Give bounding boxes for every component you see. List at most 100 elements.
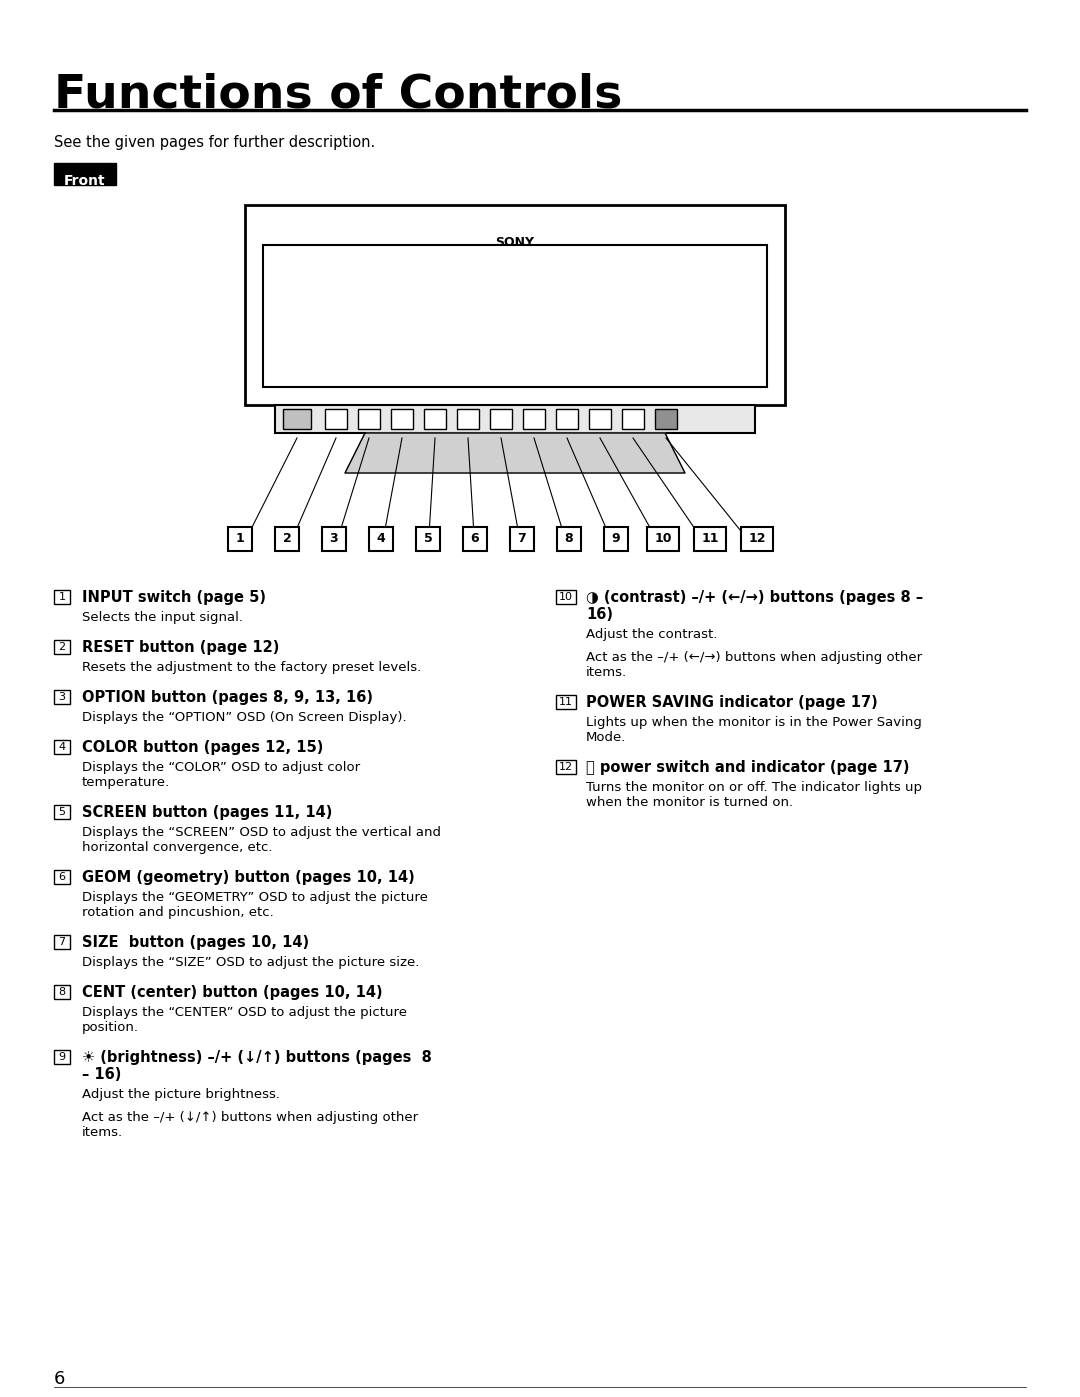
- Bar: [457, 409, 480, 429]
- Text: 10: 10: [559, 592, 573, 602]
- Bar: [54, 985, 70, 999]
- Text: Displays the “SIZE” OSD to adjust the picture size.: Displays the “SIZE” OSD to adjust the pi…: [82, 956, 419, 970]
- Bar: [510, 527, 534, 550]
- Text: when the monitor is turned on.: when the monitor is turned on.: [586, 796, 793, 809]
- Text: Displays the “COLOR” OSD to adjust color: Displays the “COLOR” OSD to adjust color: [82, 761, 360, 774]
- Bar: [54, 590, 70, 604]
- Text: items.: items.: [586, 666, 627, 679]
- Text: Displays the “CENTER” OSD to adjust the picture: Displays the “CENTER” OSD to adjust the …: [82, 1006, 407, 1018]
- Bar: [622, 409, 644, 429]
- Bar: [245, 205, 785, 405]
- FancyBboxPatch shape: [54, 163, 116, 184]
- Text: INPUT switch (page 5): INPUT switch (page 5): [82, 590, 266, 605]
- Text: SCREEN button (pages 11, 14): SCREEN button (pages 11, 14): [82, 805, 333, 820]
- Bar: [647, 527, 679, 550]
- Text: 3: 3: [329, 532, 338, 545]
- Bar: [741, 527, 773, 550]
- Text: 2: 2: [58, 643, 66, 652]
- Text: rotation and pincushion, etc.: rotation and pincushion, etc.: [82, 907, 273, 919]
- Bar: [322, 527, 346, 550]
- Text: GEOM (geometry) button (pages 10, 14): GEOM (geometry) button (pages 10, 14): [82, 870, 415, 886]
- Text: items.: items.: [82, 1126, 123, 1139]
- Text: horizontal convergence, etc.: horizontal convergence, etc.: [82, 841, 272, 854]
- Text: 11: 11: [701, 532, 719, 545]
- Text: 12: 12: [748, 532, 766, 545]
- Bar: [54, 740, 70, 754]
- Text: 9: 9: [58, 1052, 66, 1062]
- Text: 7: 7: [517, 532, 526, 545]
- Text: 8: 8: [565, 532, 573, 545]
- Text: Adjust the picture brightness.: Adjust the picture brightness.: [82, 1088, 280, 1101]
- Bar: [283, 409, 311, 429]
- Text: Displays the “GEOMETRY” OSD to adjust the picture: Displays the “GEOMETRY” OSD to adjust th…: [82, 891, 428, 904]
- Bar: [556, 590, 576, 604]
- Text: 9: 9: [611, 532, 620, 545]
- Bar: [463, 527, 487, 550]
- Text: CENT (center) button (pages 10, 14): CENT (center) button (pages 10, 14): [82, 985, 382, 1000]
- Text: RESET button (page 12): RESET button (page 12): [82, 640, 280, 655]
- Bar: [275, 405, 755, 433]
- Bar: [556, 760, 576, 774]
- Bar: [54, 690, 70, 704]
- Text: 1: 1: [235, 532, 244, 545]
- Text: COLOR button (pages 12, 15): COLOR button (pages 12, 15): [82, 740, 323, 754]
- Bar: [357, 409, 380, 429]
- Text: Resets the adjustment to the factory preset levels.: Resets the adjustment to the factory pre…: [82, 661, 421, 673]
- Bar: [54, 640, 70, 654]
- Text: 10: 10: [654, 532, 672, 545]
- Bar: [416, 527, 440, 550]
- Text: Displays the “OPTION” OSD (On Screen Display).: Displays the “OPTION” OSD (On Screen Dis…: [82, 711, 407, 724]
- Bar: [604, 527, 627, 550]
- Bar: [369, 527, 393, 550]
- Bar: [228, 527, 252, 550]
- Text: 5: 5: [423, 532, 432, 545]
- Text: 12: 12: [559, 761, 573, 773]
- Text: ⏻ power switch and indicator (page 17): ⏻ power switch and indicator (page 17): [586, 760, 909, 775]
- Bar: [589, 409, 611, 429]
- Text: temperature.: temperature.: [82, 775, 171, 789]
- Text: ☀ (brightness) –/+ (↓/↑) buttons (pages  8
– 16): ☀ (brightness) –/+ (↓/↑) buttons (pages …: [82, 1051, 432, 1083]
- Text: See the given pages for further description.: See the given pages for further descript…: [54, 136, 375, 149]
- Text: Act as the –/+ (↓/↑) buttons when adjusting other: Act as the –/+ (↓/↑) buttons when adjust…: [82, 1111, 418, 1125]
- Text: 6: 6: [471, 532, 480, 545]
- Bar: [54, 1051, 70, 1065]
- Text: 7: 7: [58, 937, 66, 947]
- Text: OPTION button (pages 8, 9, 13, 16): OPTION button (pages 8, 9, 13, 16): [82, 690, 373, 705]
- Bar: [264, 244, 767, 387]
- Bar: [275, 527, 299, 550]
- Bar: [523, 409, 545, 429]
- Text: 4: 4: [377, 532, 386, 545]
- Bar: [54, 870, 70, 884]
- Bar: [557, 527, 581, 550]
- Text: 2: 2: [283, 532, 292, 545]
- Text: Lights up when the monitor is in the Power Saving: Lights up when the monitor is in the Pow…: [586, 717, 922, 729]
- Text: 1: 1: [58, 592, 66, 602]
- Bar: [54, 805, 70, 819]
- Text: Adjust the contrast.: Adjust the contrast.: [586, 629, 717, 641]
- Bar: [556, 694, 576, 710]
- Text: Mode.: Mode.: [586, 731, 626, 745]
- Text: Turns the monitor on or off. The indicator lights up: Turns the monitor on or off. The indicat…: [586, 781, 922, 793]
- Text: 4: 4: [58, 742, 66, 752]
- Text: 11: 11: [559, 697, 573, 707]
- Bar: [391, 409, 413, 429]
- Text: 6: 6: [54, 1370, 66, 1389]
- Bar: [424, 409, 446, 429]
- Polygon shape: [345, 433, 685, 474]
- Text: position.: position.: [82, 1021, 139, 1034]
- Bar: [694, 527, 726, 550]
- Bar: [490, 409, 512, 429]
- Text: 8: 8: [58, 988, 66, 997]
- Text: 6: 6: [58, 872, 66, 882]
- Text: Selects the input signal.: Selects the input signal.: [82, 610, 243, 624]
- Text: ◑ (contrast) –/+ (←/→) buttons (pages 8 –
16): ◑ (contrast) –/+ (←/→) buttons (pages 8 …: [586, 590, 923, 623]
- Text: Act as the –/+ (←/→) buttons when adjusting other: Act as the –/+ (←/→) buttons when adjust…: [586, 651, 922, 664]
- Text: Functions of Controls: Functions of Controls: [54, 73, 622, 117]
- Text: 3: 3: [58, 692, 66, 703]
- Bar: [325, 409, 347, 429]
- Bar: [556, 409, 578, 429]
- Text: SONY: SONY: [496, 236, 535, 250]
- Text: SIZE  button (pages 10, 14): SIZE button (pages 10, 14): [82, 935, 309, 950]
- Text: Displays the “SCREEN” OSD to adjust the vertical and: Displays the “SCREEN” OSD to adjust the …: [82, 826, 441, 840]
- Text: POWER SAVING indicator (page 17): POWER SAVING indicator (page 17): [586, 694, 878, 710]
